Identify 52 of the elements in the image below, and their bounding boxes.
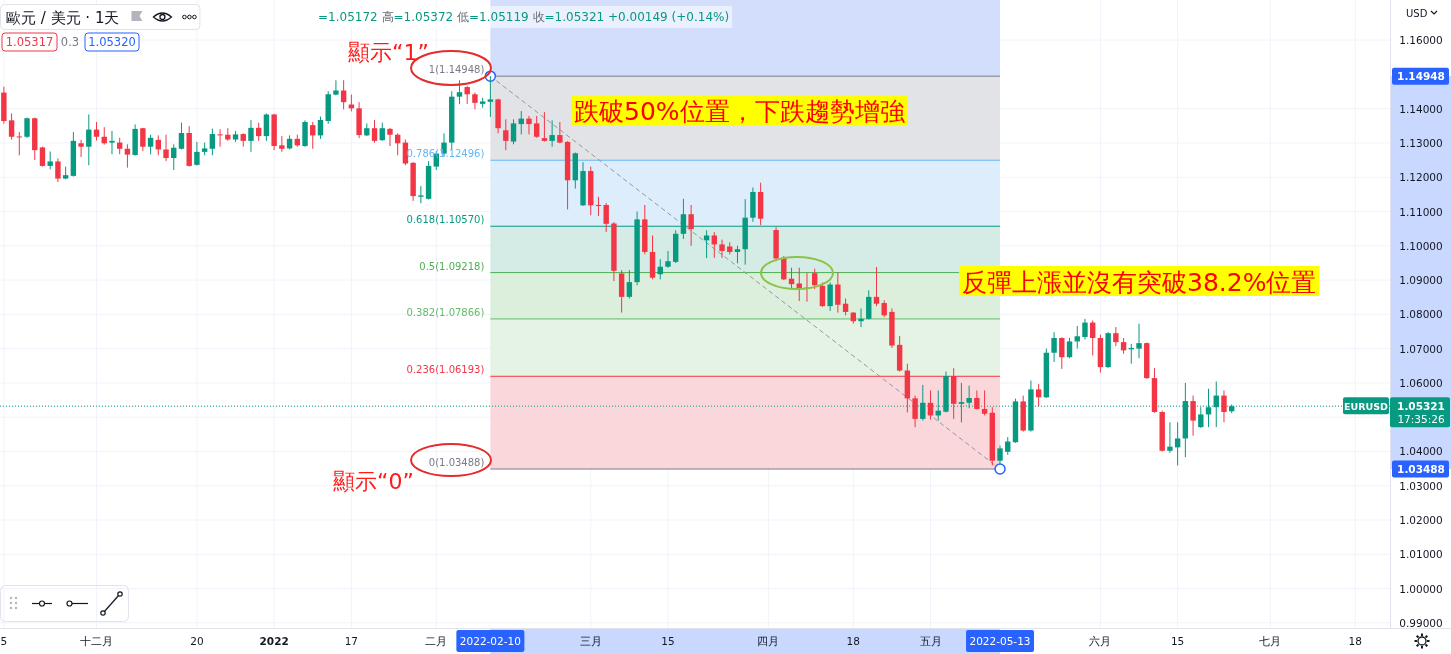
x-tick-label: 18 [846, 635, 860, 647]
x-tick-label: 18 [1348, 635, 1362, 647]
x-tick-label: 2022-02-10 [459, 635, 521, 647]
x-tick-label: 六月 [1089, 635, 1112, 647]
annotation: 0.3 [60, 35, 80, 49]
x-tick-label: 2022-05-13 [969, 635, 1031, 647]
ref-line-label: EURUSD [1344, 400, 1389, 412]
x-tick-label: 五月 [919, 635, 942, 647]
annotation: 1.05317 [5, 35, 54, 49]
ref-line-label: 1(1.14948) [428, 64, 485, 76]
y-tick-label: 1.05321 [1397, 400, 1445, 413]
y-tick-label: 1.13000 [1399, 136, 1443, 149]
x-tick-label: 17 [344, 635, 359, 647]
y-tick-label: 1.07000 [1399, 342, 1443, 355]
x-tick-label: 七月 [1259, 635, 1282, 647]
y-tick-label: 1.14000 [1399, 102, 1443, 115]
annotation: 跌破50%位置，下跌趨勢增強 [574, 97, 905, 126]
y-tick-label: 1.09000 [1399, 274, 1443, 287]
y-tick-label: 0.99000 [1399, 616, 1443, 629]
y-tick-label: 1.01000 [1399, 548, 1443, 561]
header: 歐元 / 美元 · 1天 =1.05172 高=1.05372 低=1.05119 收=1.05321 +0.00149 (+0.14%) [0, 4, 733, 30]
y-tick-label: 1.03000 [1399, 479, 1443, 492]
y-tick-label: 1.02000 [1399, 514, 1443, 527]
x-tick-label: 15 [661, 635, 675, 647]
y-tick-label: 1.10000 [1399, 239, 1443, 252]
y-axis-title: USD [1406, 8, 1428, 19]
x-tick-label: 2022 [259, 635, 289, 647]
y-tick-label: 1.06000 [1399, 376, 1443, 389]
x-tick-label: 四月 [757, 635, 780, 647]
x-tick-label: 5 [0, 635, 8, 647]
annotation: 1.05320 [88, 35, 136, 49]
ref-line-label: 0.236(1.06193) [406, 364, 485, 376]
ref-line-label: 0(1.03488) [428, 457, 485, 469]
x-tick-label: 三月 [579, 635, 602, 647]
annotation: 顯示“1” [348, 40, 429, 65]
y-tick-label: 1.14948 [1397, 70, 1445, 83]
y-tick-label: 1.04000 [1399, 445, 1443, 458]
annotation: 顯示“0” [333, 469, 414, 494]
y-tick-label: 1.12000 [1399, 171, 1443, 184]
y-tick-label: 1.08000 [1399, 308, 1443, 321]
annotation: 反彈上漲並沒有突破38.2%位置 [962, 268, 1317, 297]
x-tick-label: 20 [190, 635, 204, 647]
ref-line-label: 0.618(1.10570) [406, 214, 485, 226]
x-tick-label: 十二月 [80, 635, 114, 647]
x-tick-label: 15 [1170, 635, 1185, 647]
ref-line-label: 0.5(1.09218) [419, 260, 485, 272]
ref-line-label: 0.382(1.07866) [406, 306, 485, 318]
y-tick-label: 1.03488 [1397, 463, 1445, 476]
y-tick-label: 1.11000 [1399, 205, 1443, 218]
y-tick-label: 1.00000 [1399, 582, 1443, 595]
y-tick-label: 1.16000 [1399, 34, 1443, 47]
x-tick-label: 二月 [425, 635, 448, 647]
